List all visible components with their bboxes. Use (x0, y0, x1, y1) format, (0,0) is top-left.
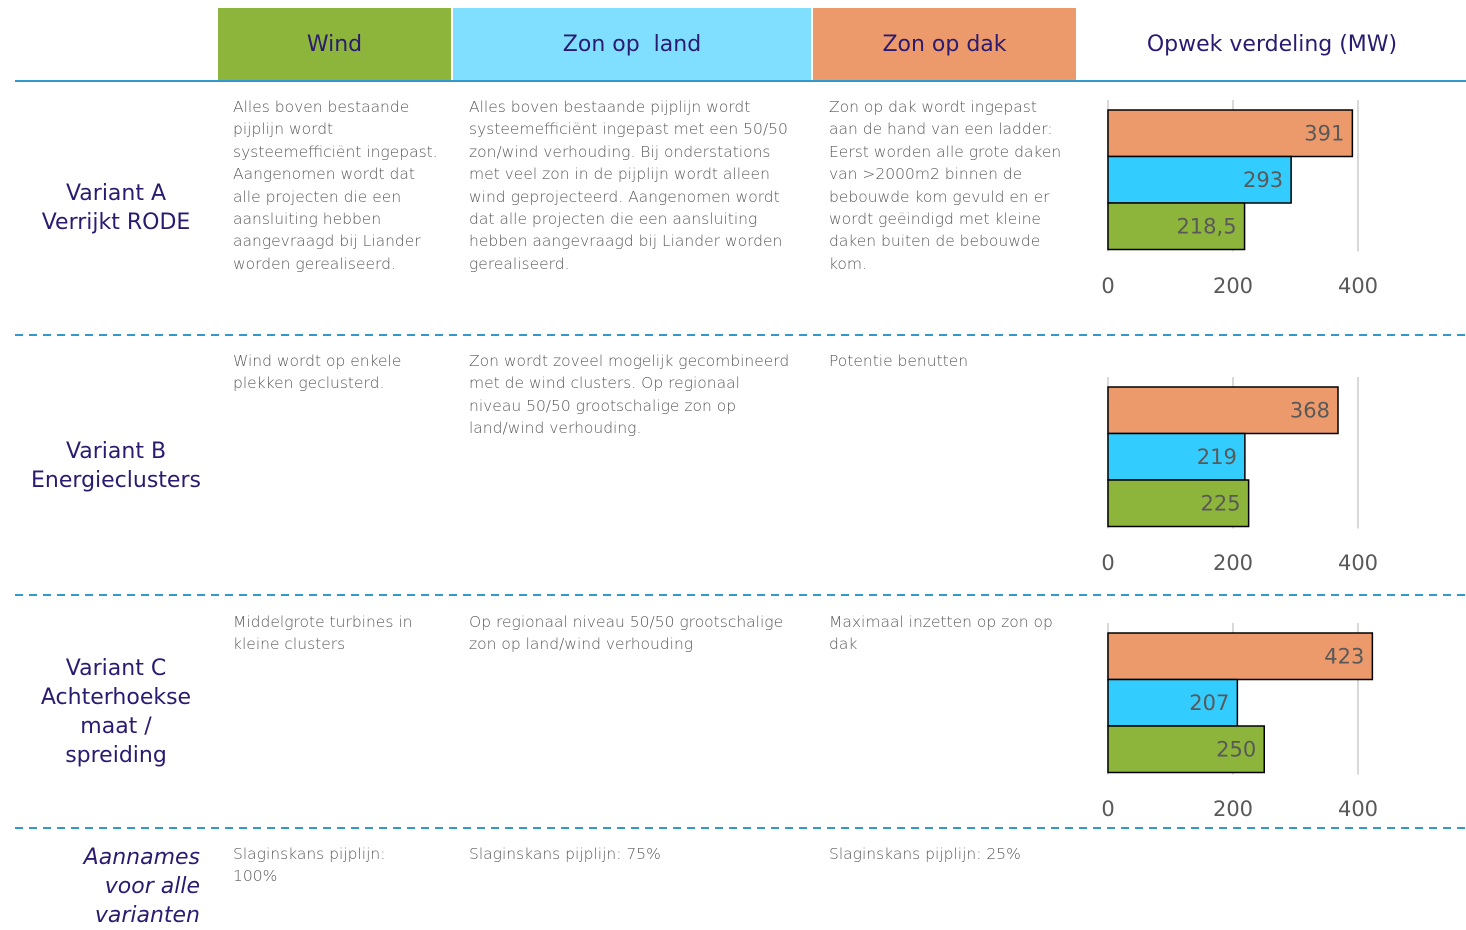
assumption: Slaginskans pijplijn: 100% (233, 845, 386, 886)
value-label: 225 (1201, 491, 1241, 515)
bar (1107, 678, 1239, 727)
column-header: Opwek verdeling (MW) (1146, 31, 1398, 57)
variant-label: Variant A (65, 181, 167, 206)
x-tick-label: 400 (1338, 551, 1378, 575)
x-tick-label: 0 (1101, 551, 1114, 575)
value-label: 293 (1243, 168, 1283, 192)
assumptions-label: voor alle (104, 873, 200, 899)
description: Wind wordt op enkele plekken geclusterd. (233, 352, 402, 393)
description: Zon wordt zoveel mogelijk gecombineerd m… (469, 352, 790, 438)
bar (1107, 479, 1250, 528)
value-label: 218,5 (1176, 214, 1236, 238)
variant-label: Verrijkt RODE (41, 210, 191, 235)
assumptions-label: Aannames (83, 844, 200, 870)
description: Middelgrote turbines in kleine clusters (233, 613, 413, 654)
variant-label: Variant C (65, 656, 167, 681)
description: Zon op dak wordt ingepast aan de hand va… (829, 98, 1062, 273)
description: Alles boven bestaande pijplijn wordt sys… (233, 98, 438, 273)
bar (1107, 202, 1246, 251)
value-label: 250 (1216, 737, 1256, 761)
variant-label: maat / (80, 714, 152, 739)
x-tick-label: 400 (1338, 797, 1378, 821)
description: Alles boven bestaande pijplijn wordt sys… (469, 98, 788, 273)
bar (1107, 109, 1354, 158)
value-label: 219 (1197, 445, 1237, 469)
variant-label: spreiding (65, 743, 167, 768)
x-tick-label: 200 (1213, 551, 1253, 575)
assumption: Slaginskans pijplijn: 25% (829, 845, 1021, 863)
bar (1107, 432, 1246, 481)
x-tick-label: 400 (1338, 274, 1378, 298)
value-label: 391 (1304, 121, 1344, 145)
variant-label: Achterhoekse (40, 685, 192, 710)
value-label: 423 (1324, 644, 1364, 668)
variant-label: Variant B (65, 439, 167, 464)
description: Maximaal inzetten op zon op dak (829, 613, 1053, 654)
value-label: 207 (1189, 691, 1229, 715)
variant-label: Energieclusters (31, 468, 201, 493)
bar (1107, 386, 1339, 435)
zon-dak-header-bg (813, 8, 1076, 80)
column-header: Wind (306, 31, 363, 57)
description: Potentie benutten (829, 352, 969, 370)
bar (1107, 632, 1374, 681)
column-header: Zon op dak (882, 31, 1007, 57)
x-tick-label: 200 (1213, 797, 1253, 821)
x-tick-label: 0 (1101, 274, 1114, 298)
assumptions-label: varianten (94, 902, 200, 928)
bar (1107, 155, 1292, 204)
x-tick-label: 0 (1101, 797, 1114, 821)
description: Op regionaal niveau 50/50 grootschalige … (469, 613, 784, 654)
wind-header-bg (218, 8, 451, 80)
bar (1107, 725, 1265, 774)
zon-land-header-bg (453, 8, 811, 80)
x-tick-label: 200 (1213, 274, 1253, 298)
assumption: Slaginskans pijplijn: 75% (469, 845, 661, 863)
value-label: 368 (1290, 398, 1330, 422)
column-header: Zon op land (562, 31, 702, 57)
